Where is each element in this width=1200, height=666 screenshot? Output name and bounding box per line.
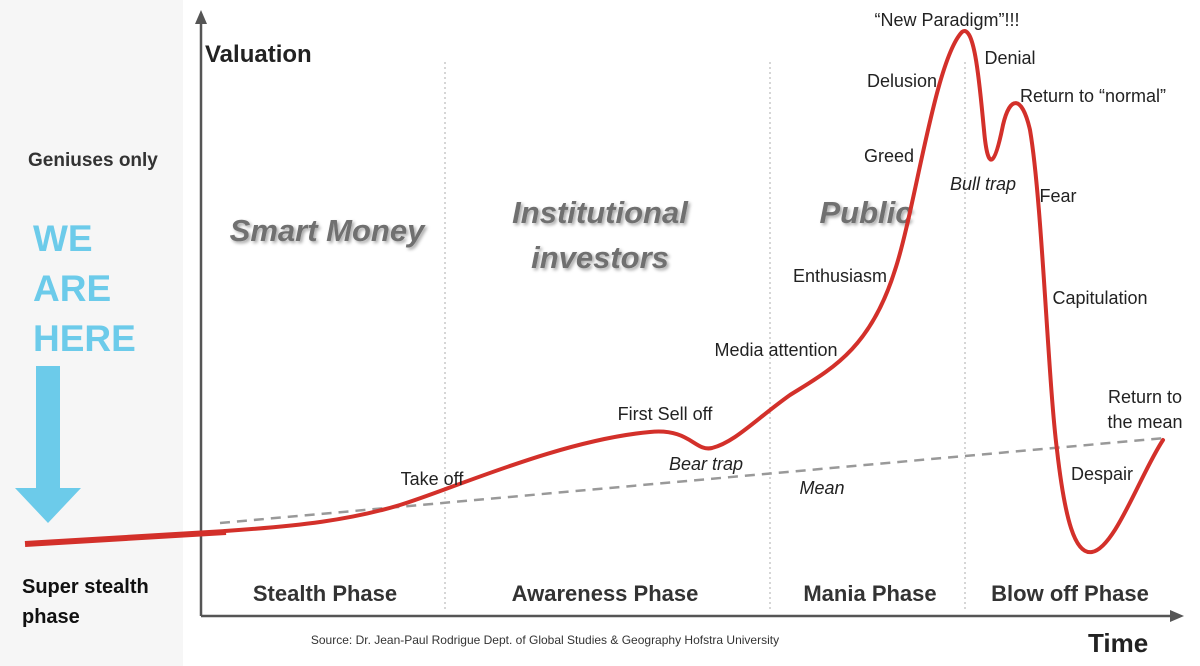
phase-label: Blow off Phase xyxy=(991,581,1149,606)
curve-label: Mean xyxy=(799,478,844,498)
curve-label: Delusion xyxy=(867,71,937,91)
sidebar xyxy=(0,0,183,666)
source: Source: Dr. Jean-Paul Rodrigue Dept. of … xyxy=(311,633,779,647)
down-arrow xyxy=(15,366,81,523)
phase-label: Awareness Phase xyxy=(512,581,699,606)
phase-dividers xyxy=(444,62,966,610)
stealth-line xyxy=(24,529,227,547)
curve-label: Bull trap xyxy=(950,174,1016,194)
callout: ARE xyxy=(33,268,111,309)
callout: HERE xyxy=(33,318,136,359)
curve-label: Despair xyxy=(1071,464,1133,484)
phase-label: Stealth Phase xyxy=(253,581,397,606)
phase-label: Mania Phase xyxy=(803,581,936,606)
y-axis-label: Valuation xyxy=(205,41,312,68)
stealth-label: phase xyxy=(22,606,80,628)
curve-label: Greed xyxy=(864,146,914,166)
stealth-label: Super stealth xyxy=(22,576,149,598)
axes xyxy=(195,10,1184,622)
callout: WE xyxy=(33,218,93,259)
curve-label: Return to xyxy=(1108,387,1182,407)
curve-label: Bear trap xyxy=(669,454,743,474)
note: Geniuses only xyxy=(28,150,158,171)
curve-label: Capitulation xyxy=(1052,288,1147,308)
group-label: Institutional xyxy=(512,195,689,230)
curve-label: Take off xyxy=(401,469,465,489)
curve-label: Media attention xyxy=(714,340,837,360)
group-label: Public xyxy=(819,195,912,230)
mean-line xyxy=(219,436,1166,525)
curve-label: Denial xyxy=(984,48,1035,68)
group-label: investors xyxy=(531,240,669,275)
curve-label: First Sell off xyxy=(618,404,714,424)
x-axis-label: Time xyxy=(1088,628,1148,658)
curve-label: “New Paradigm”!!! xyxy=(874,10,1019,30)
curve-label: Return to “normal” xyxy=(1020,86,1166,106)
valuation-curve xyxy=(223,29,1165,555)
curve-label: the mean xyxy=(1107,412,1182,432)
curve-label: Fear xyxy=(1039,186,1076,206)
group-label: Smart Money xyxy=(230,213,426,248)
curve-label: Enthusiasm xyxy=(793,266,887,286)
